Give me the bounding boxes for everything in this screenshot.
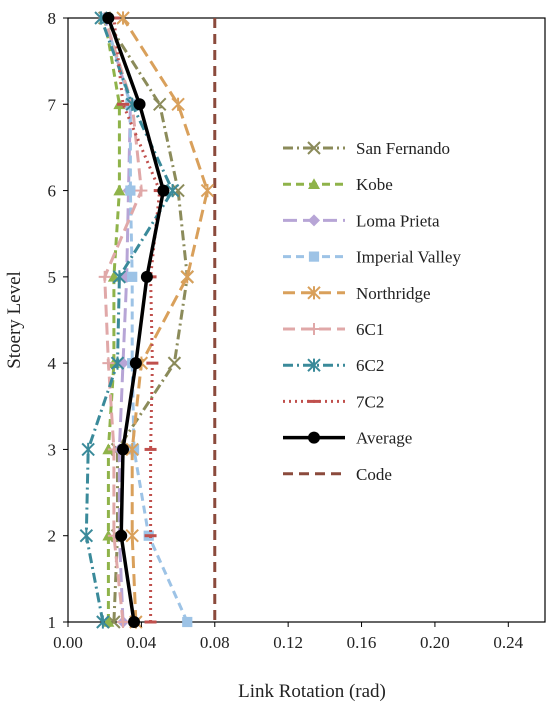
legend-label: Northridge [356, 284, 431, 303]
data-point-marker [171, 183, 185, 198]
data-point-marker [127, 271, 138, 282]
legend-entry: Kobe [283, 175, 393, 194]
x-tick-label: 0.16 [347, 633, 377, 652]
y-tick-label: 8 [48, 9, 57, 28]
data-point-marker [200, 183, 215, 198]
legend-entry: 6C2 [283, 356, 384, 375]
data-point-marker [128, 444, 140, 455]
legend-label: 6C1 [356, 320, 384, 339]
data-point-marker [102, 12, 115, 24]
data-point-marker [153, 97, 167, 111]
data-point-marker [81, 442, 95, 457]
data-point-marker [307, 286, 321, 300]
data-point-marker [307, 358, 321, 372]
series-line [106, 17, 166, 623]
legend-entry: 6C1 [283, 320, 384, 339]
y-tick-label: 7 [48, 95, 57, 114]
legend-label: Kobe [356, 175, 393, 194]
y-axis-ticks: 1 2 3 4 5 6 7 8 [48, 9, 68, 632]
y-axis-title: Stoery Level [4, 271, 25, 369]
data-point-marker [165, 183, 180, 198]
legend-entry: 7C2 [283, 392, 384, 411]
data-point-marker [135, 184, 148, 197]
data-point-marker [140, 270, 153, 283]
series-line [103, 17, 121, 622]
y-tick-label: 6 [48, 182, 57, 201]
data-point-marker [117, 616, 130, 628]
data-point-marker [171, 97, 185, 111]
data-point-marker [157, 184, 170, 197]
data-point-marker [112, 270, 127, 284]
data-point-marker [180, 270, 194, 284]
data-point-marker [308, 431, 320, 444]
data-point-marker [116, 11, 130, 25]
series-average [102, 12, 170, 628]
data-point-marker [308, 214, 320, 227]
y-tick-label: 4 [48, 354, 57, 373]
plot-frame [67, 17, 546, 623]
y-tick-label: 1 [48, 613, 57, 632]
x-axis-ticks: 0.00 0.04 0.08 0.12 0.16 0.20 0.24 [53, 622, 524, 652]
x-tick-label: 0.24 [493, 633, 523, 652]
legend: San Fernando Kobe Loma Prieta Imperial Vall… [283, 139, 461, 484]
y-tick-label: 2 [48, 527, 57, 546]
x-tick-label: 0.20 [420, 633, 450, 652]
legend-entry: San Fernando [283, 139, 450, 158]
x-tick-label: 0.04 [127, 633, 157, 652]
plot-area-border [67, 17, 546, 623]
data-point-marker [102, 357, 115, 370]
data-point-marker [125, 529, 139, 543]
data-point-marker [182, 616, 193, 628]
y-tick-label: 5 [48, 268, 57, 287]
x-tick-label: 0.08 [200, 633, 230, 652]
data-point-marker [110, 356, 125, 370]
series-line [103, 17, 143, 623]
legend-label: Imperial Valley [356, 248, 461, 267]
series-line [121, 17, 209, 623]
data-point-marker [98, 270, 111, 283]
series-line [112, 17, 162, 622]
legend-label: Loma Prieta [356, 211, 440, 230]
data-point-marker [308, 251, 320, 262]
legend-label: Average [356, 429, 412, 448]
data-point-marker [308, 178, 320, 189]
series-line [103, 17, 189, 623]
x-tick-label: 0.12 [273, 633, 303, 652]
y-tick-label: 3 [48, 440, 57, 459]
data-point-marker [167, 356, 182, 370]
series-line [84, 17, 175, 623]
legend-label: San Fernando [356, 139, 450, 158]
legend-label: 6C2 [356, 356, 384, 375]
data-point-marker [125, 185, 136, 196]
legend-label: 7C2 [356, 392, 384, 411]
data-point-marker [129, 357, 142, 370]
x-axis-title: Link Rotation (rad) [238, 681, 386, 702]
data-point-marker [128, 616, 141, 628]
legend-entry: Average [283, 429, 412, 448]
data-point-marker [308, 323, 320, 335]
legend-entry: Northridge [283, 284, 431, 303]
data-point-marker [307, 141, 321, 155]
data-point-marker [125, 442, 139, 457]
legend-label: Code [356, 465, 392, 484]
data-point-marker [113, 184, 126, 196]
series-line [103, 17, 189, 623]
data-point-marker [133, 98, 146, 111]
data-point-marker [115, 529, 128, 542]
x-tick-label: 0.00 [53, 633, 83, 652]
data-point-marker [96, 615, 110, 629]
legend-entry: Code [283, 465, 392, 484]
data-series [79, 11, 215, 629]
legend-entry: Loma Prieta [283, 211, 440, 230]
data-point-marker [117, 443, 130, 456]
data-point-marker [79, 529, 94, 543]
legend-entry: Imperial Valley [283, 248, 461, 267]
